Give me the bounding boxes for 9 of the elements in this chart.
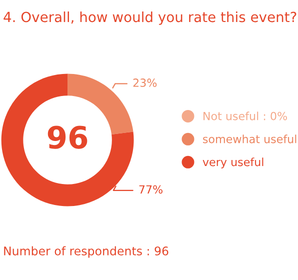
chart-title: 4. Overall, how would you rate this event? <box>4 11 296 25</box>
legend-label: very useful <box>202 158 264 168</box>
text: Number of respondents : 96 <box>4 246 168 258</box>
legend-label: Not useful : 0% <box>204 112 287 120</box>
donut-slice <box>1 74 134 206</box>
text: 96 <box>48 126 88 149</box>
data-label: 23% <box>133 78 157 87</box>
legend-label: somewhat useful <box>203 134 296 144</box>
data-label: 77% <box>139 185 162 194</box>
